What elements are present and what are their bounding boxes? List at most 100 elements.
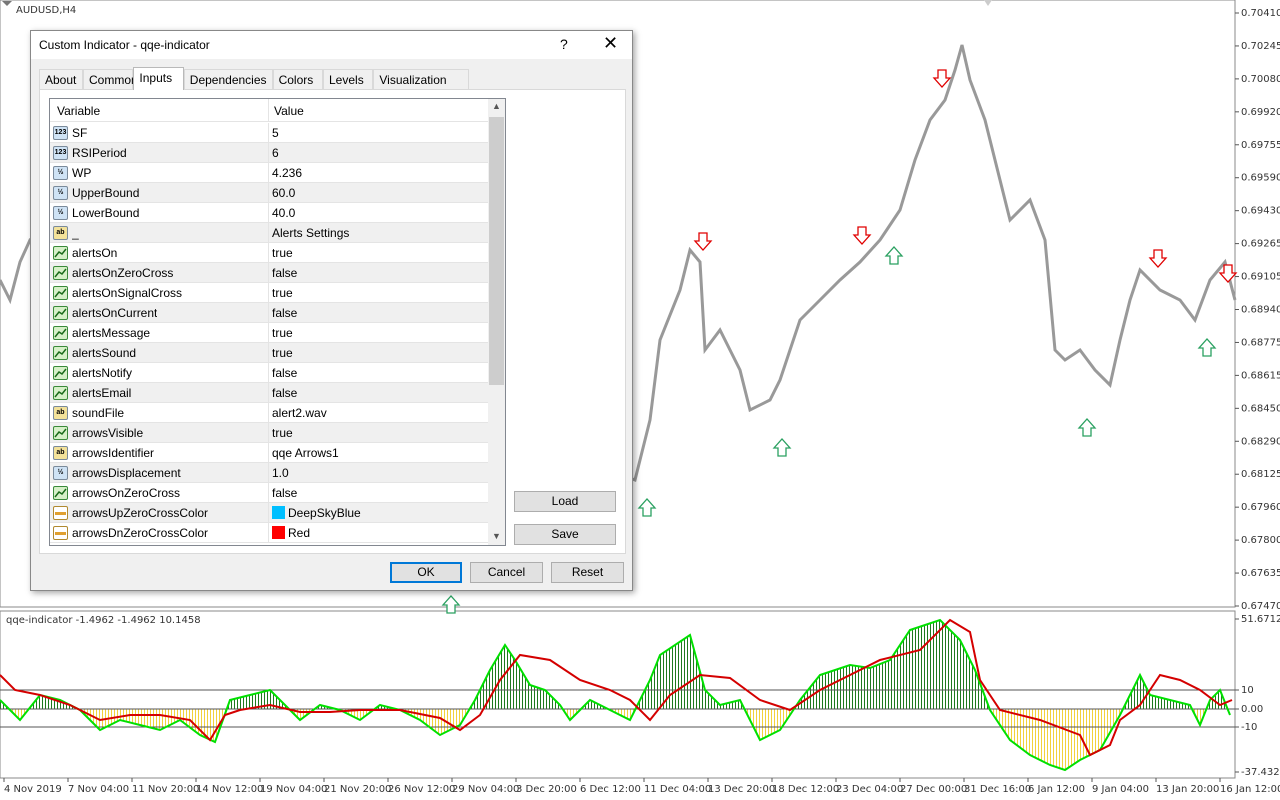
bool-glyph [54,288,67,298]
column-divider [268,123,269,143]
variable-value[interactable]: qqe Arrows1 [272,446,339,460]
table-row[interactable]: arrowsOnZeroCross false [50,483,488,503]
variable-value[interactable]: false [272,306,298,320]
bool-glyph [54,248,67,258]
table-row[interactable]: alertsOnSignalCross true [50,283,488,303]
tab[interactable]: Dependencies [183,69,273,89]
tab[interactable]: Inputs [133,67,184,90]
time-label: 6 Jan 12:00 [1028,784,1085,795]
save-button[interactable]: Save [514,524,616,545]
table-row[interactable]: ½ arrowsDisplacement 1.0 [50,463,488,483]
variable-value[interactable]: true [272,326,293,340]
variable-name: LowerBound [72,206,140,220]
variable-value[interactable]: false [272,486,298,500]
help-button[interactable]: ? [560,36,568,52]
time-label: 11 Nov 20:00 [132,784,199,795]
scroll-down[interactable]: ▼ [492,531,501,541]
price-label: 0.67635 [1241,568,1280,579]
table-row[interactable]: arrowsDnZeroCrossColor Red [50,523,488,543]
variable-value[interactable]: true [272,426,293,440]
histogram-down [0,709,1230,770]
variable-value[interactable]: 6 [272,146,279,160]
variable-value[interactable]: true [272,286,293,300]
table-row[interactable]: arrowsVisible true [50,423,488,443]
icon-stripe [55,512,66,515]
table-row[interactable]: arrowsUpZeroCrossColor DeepSkyBlue [50,503,488,523]
buy-arrow [441,595,461,614]
ok-button[interactable]: OK [390,562,462,583]
tab[interactable]: About [39,69,83,89]
table-row[interactable]: 123 RSIPeriod 6 [50,143,488,163]
variable-value[interactable]: true [272,246,293,260]
scroll-up[interactable]: ▲ [492,101,501,111]
bool-glyph [54,368,67,378]
column-divider [268,483,269,503]
time-label: 11 Dec 04:00 [644,784,711,795]
scroll-thumb[interactable] [489,117,504,385]
tab[interactable]: Common [83,69,138,89]
indicator-axis-label: 0.00 [1241,704,1263,715]
table-row[interactable]: alertsNotify false [50,363,488,383]
tab[interactable]: Visualization [373,69,469,89]
table-row[interactable]: alertsOn true [50,243,488,263]
icon-stripe [55,532,66,535]
tab[interactable]: Levels [323,69,374,89]
column-divider [268,223,269,243]
table-row[interactable]: ½ UpperBound 60.0 [50,183,488,203]
cancel-button[interactable]: Cancel [470,562,543,583]
table-row[interactable]: ½ LowerBound 40.0 [50,203,488,223]
table-row[interactable]: ½ WP 4.236 [50,163,488,183]
bool-type-icon [53,386,68,400]
variable-name: WP [72,166,92,180]
bool-glyph [54,428,67,438]
price-label: 0.68450 [1241,403,1280,414]
buy-arrow [884,246,904,265]
load-button[interactable]: Load [514,491,616,512]
buy-arrow [637,498,657,517]
variable-value[interactable]: 60.0 [272,186,296,200]
variable-value[interactable]: Alerts Settings [272,226,350,240]
variable-value[interactable]: 5 [272,126,279,140]
variable-value[interactable]: false [272,386,298,400]
variable-value[interactable]: false [272,366,298,380]
variable-name: UpperBound [72,186,140,200]
column-divider [268,183,269,203]
time-label: 7 Nov 04:00 [68,784,129,795]
table-row[interactable]: alertsSound true [50,343,488,363]
color-swatch [272,526,285,539]
glyph-line [54,368,67,378]
variable-value[interactable]: false [272,266,298,280]
table-row[interactable]: ab arrowsIdentifier qqe Arrows1 [50,443,488,463]
bool-glyph [54,348,67,358]
table-row[interactable]: alertsOnZeroCross false [50,263,488,283]
indicator-axis-label: -10 [1241,722,1257,733]
buy-arrow [772,438,792,457]
variable-value[interactable]: true [272,346,293,360]
column-header: Value [274,104,304,118]
variable-value[interactable]: Red [288,526,311,540]
indicator-axis-label: 51.6712 [1241,614,1280,625]
reset-button[interactable]: Reset [551,562,624,583]
close-button[interactable]: ✕ [603,33,619,53]
histogram-up [0,620,1230,709]
variable-name: alertsSound [72,346,137,360]
bool-type-icon [53,306,68,320]
table-row[interactable]: ab soundFile alert2.wav [50,403,488,423]
variable-value[interactable]: DeepSkyBlue [288,506,361,520]
price-label: 0.68775 [1241,337,1280,348]
table-row[interactable]: ab _ Alerts Settings [50,223,488,243]
time-label: 3 Dec 20:00 [516,784,577,795]
table-row[interactable]: alertsOnCurrent false [50,303,488,323]
column-divider [268,363,269,383]
variable-value[interactable]: 4.236 [272,166,303,180]
variable-value[interactable]: 1.0 [272,466,289,480]
table-row[interactable]: alertsEmail false [50,383,488,403]
table-row[interactable]: 123 SF 5 [50,123,488,143]
scrollbar[interactable]: ▲ ▼ [488,99,505,545]
variable-value[interactable]: alert2.wav [272,406,327,420]
table-row[interactable]: alertsMessage true [50,323,488,343]
variable-value[interactable]: 40.0 [272,206,296,220]
tab[interactable]: Colors [272,69,323,89]
price-label: 0.67470 [1241,601,1280,612]
variable-name: arrowsVisible [72,426,144,440]
